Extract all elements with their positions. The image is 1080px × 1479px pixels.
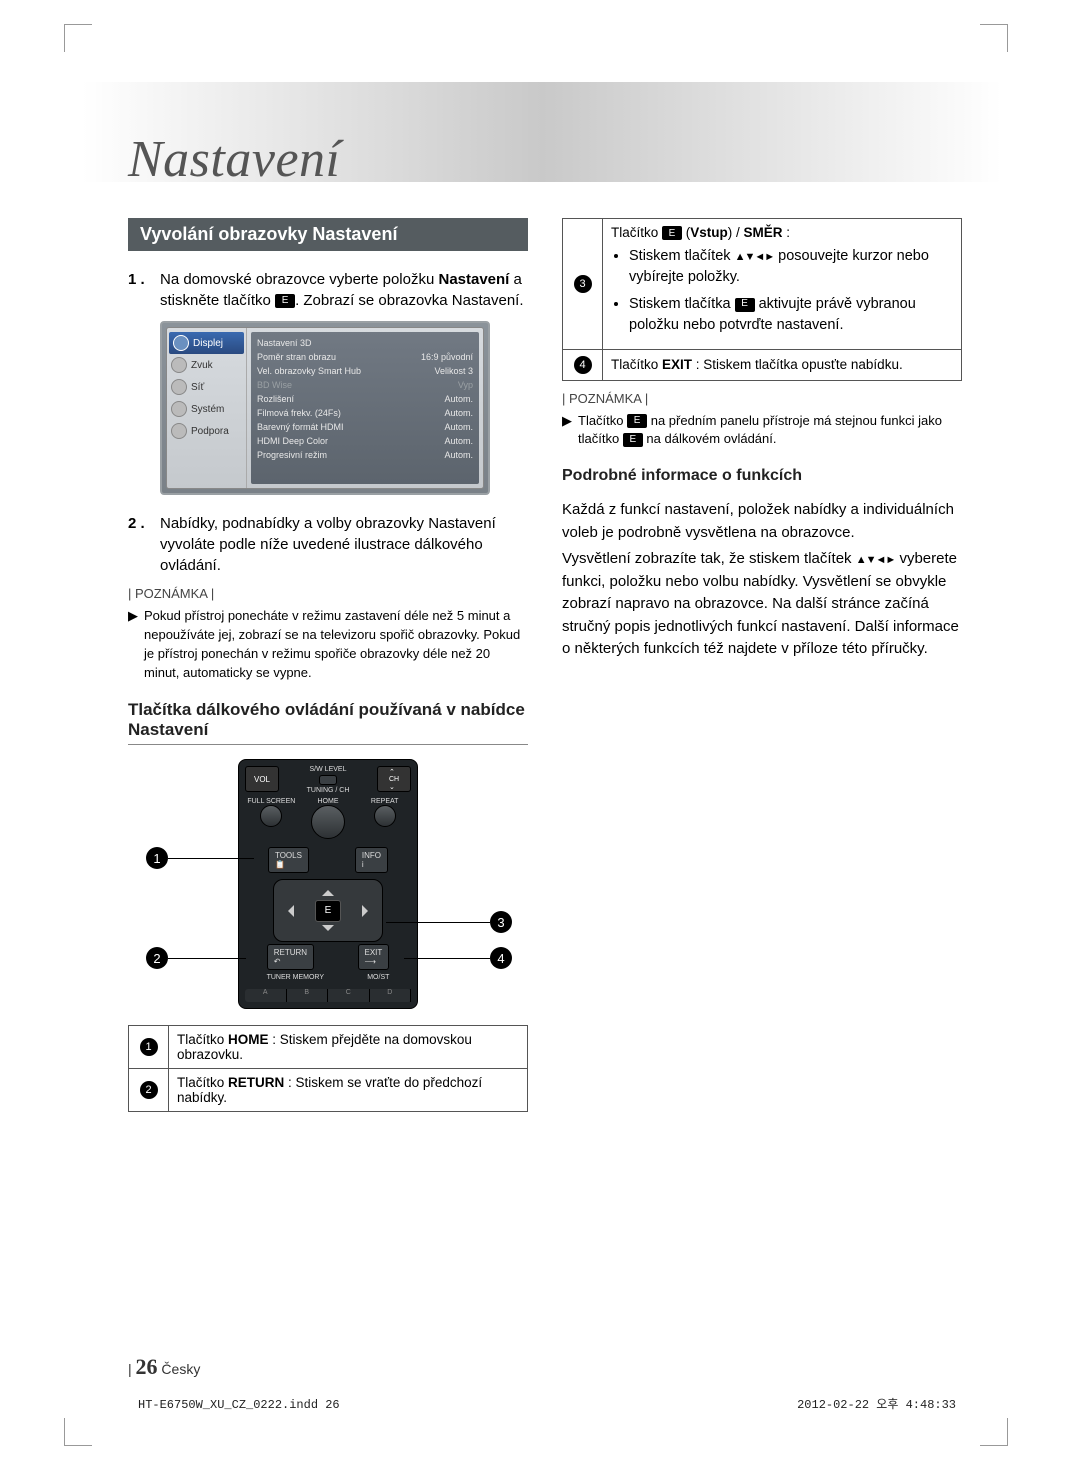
enter-icon: E: [623, 433, 643, 447]
settings-side-item: Displej: [169, 332, 244, 354]
ch-button: ⌃CH⌄: [377, 766, 411, 792]
vol-button: VOL: [245, 766, 279, 792]
settings-screenshot: DisplejZvukSíťSystémPodpora Nastavení 3D…: [160, 321, 490, 495]
callout-1: 1: [146, 847, 168, 869]
callout-3: 3: [490, 911, 512, 933]
settings-row: HDMI Deep ColorAutom.: [257, 434, 473, 448]
settings-side-item: Systém: [167, 398, 246, 420]
settings-row: Progresivní režimAutom.: [257, 448, 473, 462]
circle-1-icon: 1: [140, 1038, 158, 1056]
table-row: 4 Tlačítko EXIT : Stiskem tlačítka opusť…: [563, 349, 962, 380]
chapter-title: Nastavení: [128, 130, 340, 189]
callout-4: 4: [490, 947, 512, 969]
remote: VOL S/W LEVEL TUNING / CH ⌃CH⌄ FULL SCRE…: [238, 759, 418, 1009]
page-number: | 26 Česky: [128, 1354, 200, 1380]
step-number: 1 .: [128, 269, 160, 311]
note-arrow-icon: ▶: [128, 607, 144, 682]
settings-sidebar: DisplejZvukSíťSystémPodpora: [167, 328, 247, 488]
settings-list: Nastavení 3DPoměr stran obrazu16:9 původ…: [251, 332, 479, 484]
list-item: Stiskem tlačítka E aktivujte právě vybra…: [629, 294, 953, 336]
button-table-right: 3 Tlačítko E (Vstup) / SMĚR : Stiskem tl…: [562, 218, 962, 381]
enter-icon: E: [662, 226, 682, 240]
build-timestamp: 2012-02-22 오후 4:48:33: [797, 1395, 956, 1412]
note-label: | POZNÁMKA |: [128, 586, 528, 601]
step-number: 2 .: [128, 513, 160, 576]
circle-4-icon: 4: [574, 356, 592, 374]
button-table-left: 1 Tlačítko HOME : Stiskem přejděte na do…: [128, 1025, 528, 1112]
note-arrow-icon: ▶: [562, 412, 578, 450]
left-column: Vyvolání obrazovky Nastavení 1 . Na domo…: [128, 218, 528, 1112]
info-heading: Podrobné informace o funkcích: [562, 467, 962, 489]
settings-row: RozlišeníAutom.: [257, 392, 473, 406]
abcd-row: ABCD: [245, 989, 411, 1002]
table-row: 3 Tlačítko E (Vstup) / SMĚR : Stiskem tl…: [563, 219, 962, 350]
remote-illustration: VOL S/W LEVEL TUNING / CH ⌃CH⌄ FULL SCRE…: [128, 759, 528, 1011]
enter-icon: E: [627, 414, 647, 428]
return-button: RETURN↶: [267, 944, 314, 970]
section-bar: Vyvolání obrazovky Nastavení: [128, 218, 528, 251]
columns: Vyvolání obrazovky Nastavení 1 . Na domo…: [128, 218, 962, 1112]
settings-row: Filmová frekv. (24Fs)Autom.: [257, 406, 473, 420]
settings-side-item: Síť: [167, 376, 246, 398]
circle-2-icon: 2: [140, 1081, 158, 1099]
page: Nastavení Vyvolání obrazovky Nastavení 1…: [82, 30, 1002, 1440]
settings-row: Poměr stran obrazu16:9 původní: [257, 350, 473, 364]
table-row: 1 Tlačítko HOME : Stiskem přejděte na do…: [129, 1026, 528, 1069]
step-1: 1 . Na domovské obrazovce vyberte položk…: [128, 269, 528, 311]
enter-icon: E: [275, 294, 295, 308]
enter-button-icon: E: [315, 900, 341, 922]
settings-row: Barevný formát HDMIAutom.: [257, 420, 473, 434]
right-column: 3 Tlačítko E (Vstup) / SMĚR : Stiskem tl…: [562, 218, 962, 1112]
note-1: ▶ Pokud přístroj ponecháte v režimu zast…: [128, 607, 528, 682]
enter-icon: E: [735, 298, 755, 312]
settings-row: BD WiseVyp: [257, 378, 473, 392]
settings-side-item: Podpora: [167, 420, 246, 442]
callout-2: 2: [146, 947, 168, 969]
home-button-icon: [311, 805, 345, 839]
note-label: | POZNÁMKA |: [562, 391, 962, 406]
remote-heading: Tlačítka dálkového ovládání používaná v …: [128, 700, 528, 745]
step-text: Nabídky, podnabídky a volby obrazovky Na…: [160, 513, 528, 576]
tools-button: TOOLS📋: [268, 847, 309, 873]
step-2: 2 . Nabídky, podnabídky a volby obrazovk…: [128, 513, 528, 576]
settings-side-item: Zvuk: [167, 354, 246, 376]
table-row: 2 Tlačítko RETURN : Stiskem se vraťte do…: [129, 1069, 528, 1112]
settings-row: Vel. obrazovky Smart HubVelikost 3: [257, 364, 473, 378]
info-paragraph-1: Každá z funkcí nastavení, položek nabídk…: [562, 499, 962, 544]
info-paragraph-2: Vysvětlení zobrazíte tak, že stiskem tla…: [562, 548, 962, 661]
exit-button: EXIT⟶: [358, 944, 390, 970]
numbered-list: 1 . Na domovské obrazovce vyberte položk…: [128, 269, 528, 311]
indd-filename: HT-E6750W_XU_CZ_0222.indd 26: [138, 1398, 340, 1412]
info-button: INFOi: [355, 847, 388, 873]
nav-ring: E: [273, 879, 383, 942]
step-text: Na domovské obrazovce vyberte položku Na…: [160, 269, 528, 311]
circle-3-icon: 3: [574, 275, 592, 293]
settings-row: Nastavení 3D: [257, 336, 473, 350]
list-item: Stiskem tlačítek ▲▼◄► posouvejte kurzor …: [629, 246, 953, 288]
note-2: ▶ Tlačítko E na předním panelu přístroje…: [562, 412, 962, 450]
